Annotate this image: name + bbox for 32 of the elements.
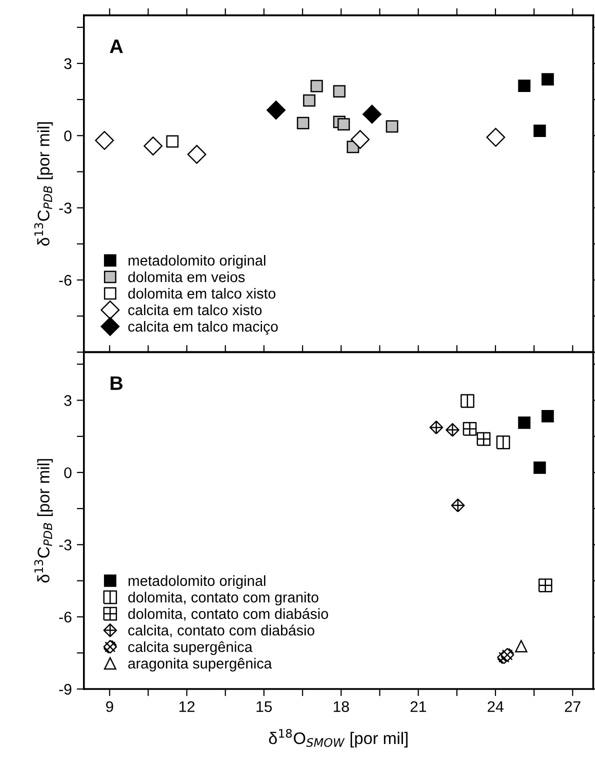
annotation: A — [110, 40, 123, 53]
y-axis-title: δ$^{13}$C$_{PDB}$ [por mil] — [34, 459, 53, 583]
x-tick-label: 24 — [488, 701, 504, 712]
x-tick-label: 15 — [256, 701, 272, 712]
x-tick-label: 9 — [106, 701, 114, 712]
y-tick-label: -3 — [59, 540, 72, 550]
y-tick-label: -6 — [59, 274, 72, 286]
legend-label: aragonita supergênica — [128, 658, 272, 672]
annotation: B — [110, 376, 123, 390]
legend-label: dolomita em veios — [128, 271, 245, 282]
legend-label: dolomita em talco xisto — [128, 288, 276, 299]
x-tick-label: 12 — [179, 701, 195, 712]
legend-label: calcita supergênica — [128, 641, 252, 655]
x-tick-label: 18 — [334, 701, 349, 712]
legend-label: metadolomito original — [128, 254, 266, 269]
y-tick-label: 0 — [64, 130, 72, 142]
legend-label: calcita em talco xisto — [128, 304, 262, 316]
legend-label: dolomita, contato com granito — [128, 592, 318, 606]
legend-label: dolomita, contato com diabásio — [128, 608, 328, 621]
y-tick-label: -3 — [59, 202, 72, 214]
y-axis-title: δ$^{13}$C$_{PDB}$ [por mil] — [34, 122, 53, 246]
y-tick-label: 0 — [64, 467, 72, 478]
y-tick-label: -6 — [59, 612, 72, 623]
legend-label: calcita, contato com diabásio — [128, 624, 314, 638]
y-tick-label: 3 — [64, 58, 72, 70]
y-tick-label: -9 — [59, 684, 72, 695]
legend-label: metadolomito original — [128, 575, 266, 589]
y-tick-label: 3 — [64, 395, 72, 406]
x-tick-label: 21 — [410, 701, 426, 712]
x-axis-title: δ$^{18}$O$_{SMOW}$ [por mil] — [269, 728, 408, 748]
legend-label: calcita em talco maciço — [128, 321, 278, 335]
x-tick-label: 27 — [564, 701, 580, 712]
